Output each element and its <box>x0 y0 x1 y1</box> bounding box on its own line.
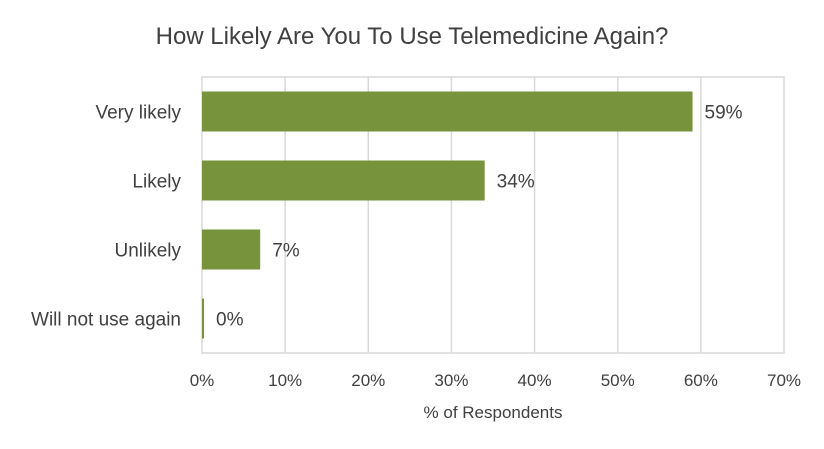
data-label: 0% <box>216 310 244 331</box>
bar <box>202 298 204 339</box>
x-tick-label: 40% <box>518 371 552 390</box>
x-tick-label: 20% <box>351 371 385 390</box>
bar <box>202 160 485 201</box>
x-tick-label: 10% <box>268 371 302 390</box>
x-tick-label: 70% <box>767 371 801 390</box>
data-label: 34% <box>497 172 535 193</box>
data-labels: 59% 34% 7% 0% <box>216 103 743 331</box>
category-label: Very likely <box>95 103 181 124</box>
data-label: 7% <box>272 241 300 262</box>
category-label: Will not use again <box>31 310 181 331</box>
plot-area <box>201 76 785 354</box>
data-label: 59% <box>705 103 743 124</box>
category-label: Likely <box>132 172 181 193</box>
category-label: Unlikely <box>114 241 181 262</box>
bars <box>202 91 693 339</box>
category-labels: Very likely Likely Unlikely Will not use ag… <box>31 103 181 331</box>
x-tick-labels: 0% 10% 20% 30% 40% 50% 60% 70% <box>190 371 801 390</box>
chart-title: How Likely Are You To Use Telemedicine A… <box>156 23 669 50</box>
x-axis-title: % of Respondents <box>424 403 563 422</box>
x-tick-label: 60% <box>684 371 718 390</box>
bar <box>202 91 693 132</box>
x-tick-label: 50% <box>601 371 635 390</box>
x-tick-label: 0% <box>190 371 215 390</box>
x-tick-label: 30% <box>434 371 468 390</box>
bar <box>202 229 261 270</box>
